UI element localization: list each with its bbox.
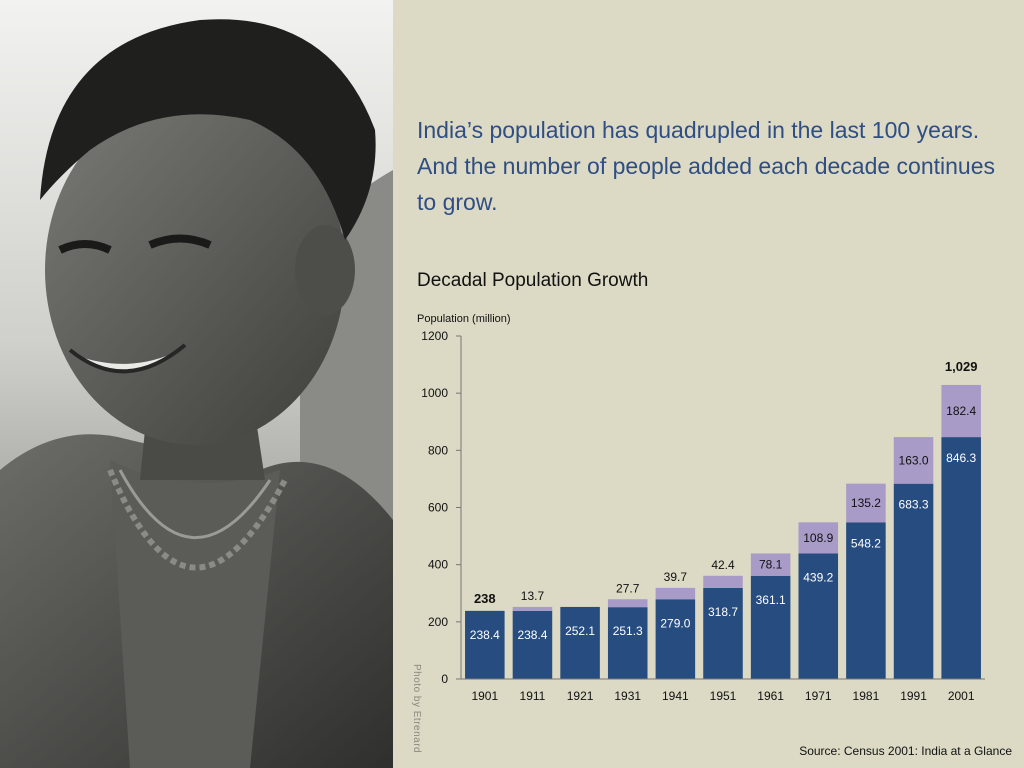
boy-photo-illustration xyxy=(0,0,393,768)
bars xyxy=(465,384,981,679)
data-label-base: 846.3 xyxy=(946,451,976,465)
x-tick-label: 1961 xyxy=(757,689,784,703)
data-label-base: 548.2 xyxy=(851,536,881,550)
data-label-added: 13.7 xyxy=(521,589,545,603)
y-tick-label: 200 xyxy=(428,615,448,629)
x-tick-label: 1991 xyxy=(900,689,927,703)
data-label-base: 252.1 xyxy=(565,624,595,638)
headline: India’s population has quadrupled in the… xyxy=(417,117,995,215)
data-label-added: 135.2 xyxy=(851,496,881,510)
y-axis-label: Population (million) xyxy=(417,313,511,325)
bar-base xyxy=(941,437,981,679)
x-tick-label: 1941 xyxy=(662,689,689,703)
bar-base xyxy=(465,610,505,679)
bar-added xyxy=(512,606,553,611)
y-axis: 0 200 400 600 800 1000 1200 xyxy=(421,329,462,686)
boy-photo xyxy=(0,0,393,768)
bar-base xyxy=(655,599,696,679)
bar-added xyxy=(703,575,743,588)
x-tick-label: 2001 xyxy=(948,689,975,703)
bar-base xyxy=(846,522,886,679)
total-annotation: 238 xyxy=(474,591,496,606)
bar-base xyxy=(750,575,791,679)
data-label-base: 279.0 xyxy=(660,616,690,630)
bar-added xyxy=(607,599,648,608)
bar-added xyxy=(798,522,839,554)
y-tick-label: 400 xyxy=(428,558,448,572)
chart-title: Decadal Population Growth xyxy=(417,270,649,291)
bar-base xyxy=(560,606,600,679)
bar-base xyxy=(798,553,839,679)
bar-labels: 238.4 238.4 13.7 252.1 251.3 27.7 279.0 39.7 318… xyxy=(470,404,977,642)
y-tick-label: 800 xyxy=(428,443,448,457)
data-label-added: 42.4 xyxy=(711,558,735,572)
data-label-base: 238.4 xyxy=(517,628,547,642)
x-tick-label: 1911 xyxy=(520,689,546,703)
data-label-base: 683.3 xyxy=(899,498,929,512)
bar-base xyxy=(893,483,934,679)
y-tick-label: 600 xyxy=(428,501,448,515)
x-tick-label: 1931 xyxy=(614,689,641,703)
data-label-base: 251.3 xyxy=(613,624,643,638)
data-label-added: 182.4 xyxy=(946,404,976,418)
y-tick-label: 0 xyxy=(441,672,448,686)
data-label-added: 27.7 xyxy=(616,581,640,595)
bar-added xyxy=(846,483,886,523)
bar-base xyxy=(703,587,743,679)
data-label-base: 361.1 xyxy=(756,593,786,607)
bar-added xyxy=(655,587,696,600)
total-annotation: 1,029 xyxy=(945,359,978,374)
x-tick-label: 1921 xyxy=(567,689,594,703)
y-tick-label: 1000 xyxy=(421,386,448,400)
x-axis: 1901 1911 1921 1931 1941 1951 1961 1971 1981 1991… xyxy=(461,678,985,703)
bar-added xyxy=(750,553,791,576)
x-tick-label: 1971 xyxy=(805,689,832,703)
bar-added xyxy=(893,437,934,484)
data-label-added: 78.1 xyxy=(759,558,783,572)
data-label-added: 108.9 xyxy=(803,531,833,545)
data-label-base: 439.2 xyxy=(803,570,833,584)
bar-added xyxy=(941,384,981,438)
source-note: Source: Census 2001: India at a Glance xyxy=(799,744,1012,758)
bar-base xyxy=(607,607,648,679)
data-label-added: 163.0 xyxy=(899,453,929,467)
annotations: 238 1,029 xyxy=(474,359,977,606)
data-label-added: 39.7 xyxy=(664,570,688,584)
photo-credit: Photo by Etrenard xyxy=(411,664,422,754)
x-tick-label: 1901 xyxy=(471,689,498,703)
y-tick-label: 1200 xyxy=(421,329,448,343)
x-tick-label: 1981 xyxy=(853,689,880,703)
bar-base xyxy=(512,610,553,679)
data-label-base: 318.7 xyxy=(708,605,738,619)
x-tick-label: 1951 xyxy=(710,689,737,703)
population-bar-chart: Population (million) 0 200 400 600 800 1000 12… xyxy=(417,313,985,703)
data-label-base: 238.4 xyxy=(470,628,500,642)
